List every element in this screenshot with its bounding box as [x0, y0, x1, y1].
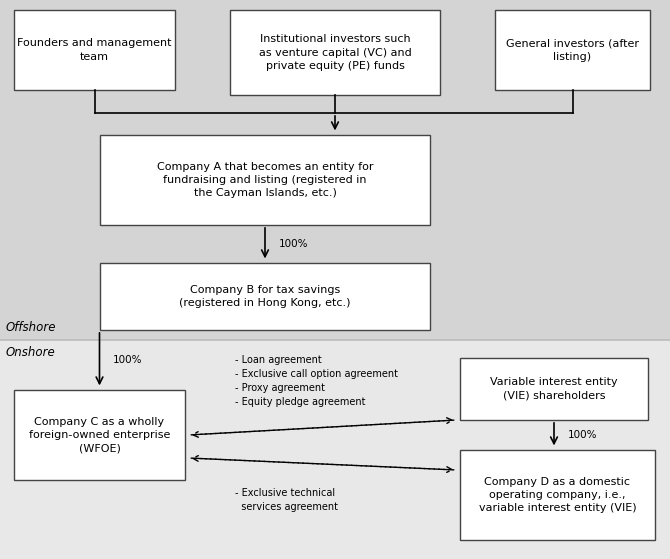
- Text: Company B for tax savings
(registered in Hong Kong, etc.): Company B for tax savings (registered in…: [180, 285, 351, 308]
- Bar: [230, 10, 440, 95]
- Bar: [460, 450, 655, 540]
- Text: Institutional investors such
as venture capital (VC) and
private equity (PE) fun: Institutional investors such as venture …: [259, 34, 411, 70]
- Text: 100%: 100%: [567, 430, 597, 440]
- Text: Founders and management
team: Founders and management team: [17, 39, 172, 61]
- Text: Company C as a wholly
foreign-owned enterprise
(WFOE): Company C as a wholly foreign-owned ente…: [29, 417, 170, 453]
- Text: Onshore: Onshore: [5, 345, 55, 358]
- Text: Offshore: Offshore: [5, 321, 56, 334]
- Text: - Exclusive technical
  services agreement: - Exclusive technical services agreement: [235, 488, 338, 512]
- Text: 100%: 100%: [279, 239, 308, 249]
- Bar: [460, 358, 648, 420]
- Text: - Loan agreement
- Exclusive call option agreement
- Proxy agreement
- Equity pl: - Loan agreement - Exclusive call option…: [235, 355, 398, 407]
- Text: Company A that becomes an entity for
fundraising and listing (registered in
the : Company A that becomes an entity for fun…: [157, 162, 373, 198]
- Bar: [0, 340, 670, 559]
- Text: General investors (after
listing): General investors (after listing): [506, 39, 639, 61]
- Bar: [100, 263, 430, 330]
- Bar: [14, 390, 185, 480]
- Text: 100%: 100%: [113, 355, 143, 365]
- Text: Company D as a domestic
operating company, i.e.,
variable interest entity (VIE): Company D as a domestic operating compan…: [478, 477, 636, 513]
- Bar: [495, 10, 650, 90]
- Bar: [100, 135, 430, 225]
- Text: Variable interest entity
(VIE) shareholders: Variable interest entity (VIE) sharehold…: [490, 377, 618, 401]
- Bar: [14, 10, 175, 90]
